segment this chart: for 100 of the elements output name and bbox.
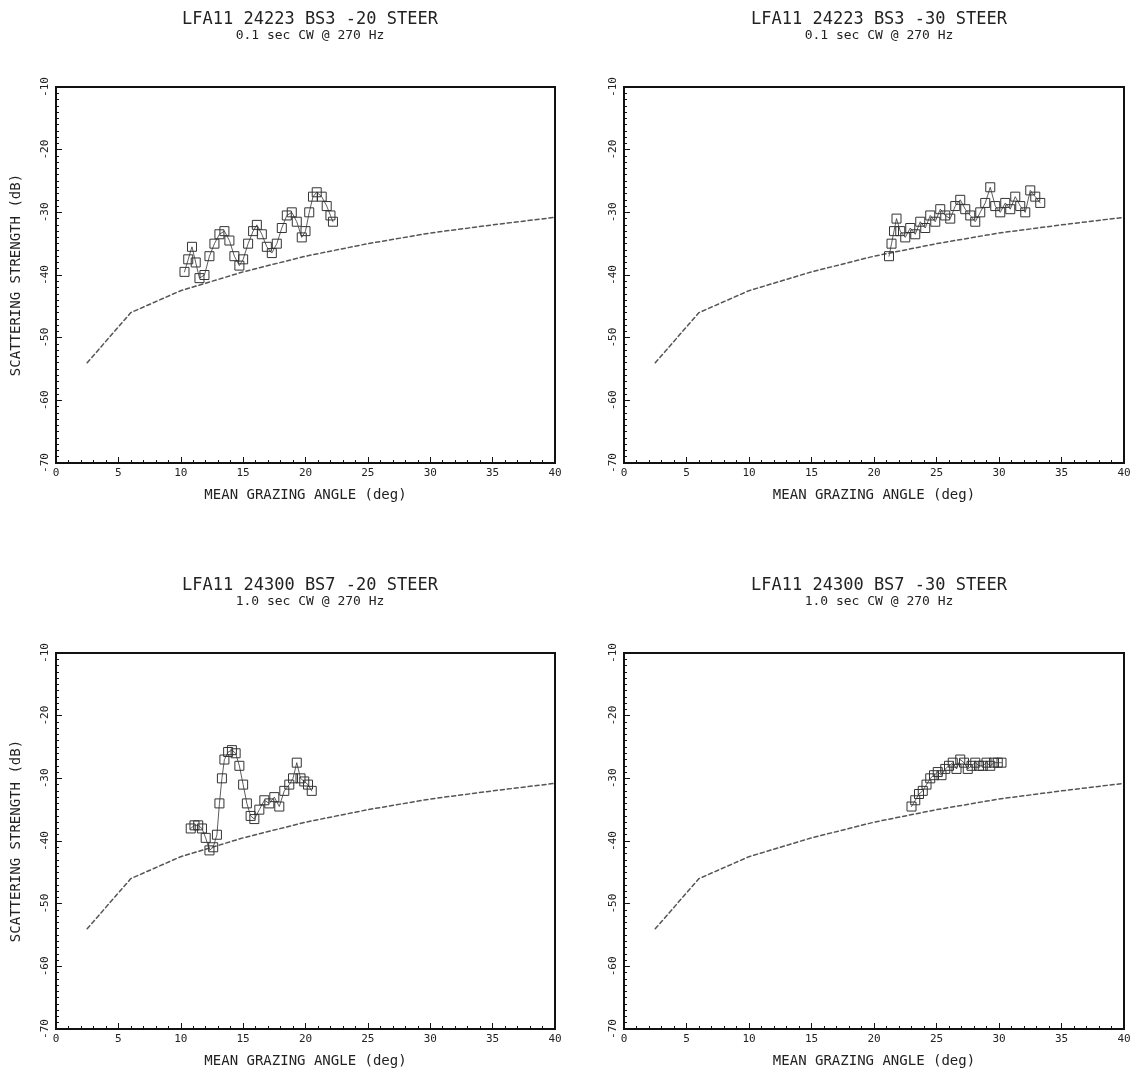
point	[214, 229, 225, 240]
x-tick-label: 0	[620, 466, 628, 479]
point	[259, 795, 270, 806]
point	[950, 201, 961, 212]
x-tick-label: 30	[992, 1032, 1006, 1045]
y-tick-label: -30	[38, 202, 51, 223]
point	[300, 226, 311, 237]
x-tick-label: 25	[361, 466, 375, 479]
point	[249, 814, 260, 825]
point	[327, 216, 338, 227]
point	[321, 201, 332, 212]
point	[325, 210, 336, 221]
point	[316, 191, 327, 202]
point	[910, 229, 921, 240]
x-tick-label: 25	[361, 1032, 375, 1045]
point	[229, 251, 240, 262]
chart-subtitle: 1.0 sec CW @ 270 Hz	[804, 593, 954, 608]
point	[930, 216, 941, 227]
point	[276, 223, 287, 233]
point	[932, 767, 943, 778]
point	[238, 254, 249, 265]
y-tick-label: -20	[606, 139, 619, 160]
y-tick-label: -20	[606, 705, 619, 726]
y-tick-label: -60	[38, 390, 51, 411]
point	[200, 832, 211, 843]
x-tick-label: 0	[620, 1032, 628, 1045]
x-tick-label: 5	[683, 466, 690, 479]
point	[204, 845, 215, 856]
x-tick-label: 20	[298, 466, 313, 479]
y-tick-label: -50	[606, 327, 619, 348]
y-tick-label: -10	[606, 643, 619, 663]
point	[925, 773, 936, 784]
point	[281, 210, 292, 221]
y-tick-label: -60	[606, 956, 619, 977]
y-tick-label: -30	[38, 768, 51, 789]
point	[1025, 185, 1036, 196]
y-axis-title: SCATTERING STRENGTH (dB)	[7, 739, 23, 943]
point	[185, 823, 196, 834]
point	[183, 254, 194, 265]
y-tick-label: -50	[606, 893, 619, 914]
point	[966, 760, 977, 771]
y-tick-label: -30	[606, 768, 619, 789]
point	[243, 238, 254, 249]
point	[234, 760, 245, 771]
x-tick-label: 15	[804, 1032, 819, 1045]
point	[955, 194, 966, 205]
point	[965, 210, 976, 221]
y-tick-label: -70	[606, 1019, 619, 1039]
point	[970, 757, 981, 768]
point	[307, 191, 318, 202]
x-tick-label: 40	[548, 1032, 562, 1045]
point	[895, 226, 906, 237]
point	[261, 241, 272, 252]
point	[910, 795, 921, 806]
point	[989, 757, 999, 768]
point	[985, 760, 996, 771]
y-tick-label: -10	[38, 77, 51, 97]
point	[179, 266, 190, 277]
point	[920, 223, 931, 233]
x-tick-label: 20	[867, 466, 881, 479]
point	[219, 754, 230, 765]
y-tick-label: -40	[38, 265, 51, 285]
x-tick-label: 10	[742, 1032, 756, 1045]
x-tick-label: 5	[115, 1032, 122, 1045]
line-series	[86, 216, 556, 364]
point	[1030, 191, 1041, 202]
x-tick-label: 0	[52, 1032, 60, 1045]
point	[186, 241, 197, 252]
x-tick-label: 10	[174, 1032, 188, 1045]
x-tick-label: 20	[298, 1032, 313, 1045]
line-series	[654, 216, 1125, 364]
x-tick-label: 0	[52, 466, 60, 479]
x-axis-title: MEAN GRAZING ANGLE (deg)	[772, 1052, 976, 1068]
y-tick-label: -70	[38, 1019, 51, 1039]
point	[241, 798, 252, 809]
point	[216, 773, 227, 784]
x-tick-label: 5	[683, 1032, 690, 1045]
chart-title: LFA11 24300 BS7 -30 STEER	[751, 573, 1008, 594]
point	[256, 229, 267, 240]
line-series	[86, 782, 556, 930]
point	[211, 829, 222, 840]
x-tick-label: 30	[423, 1032, 437, 1045]
point	[980, 197, 991, 208]
point	[291, 216, 302, 227]
y-tick-label: -70	[38, 453, 51, 473]
chart-title: LFA11 24223 BS3 -30 STEER	[751, 7, 1008, 28]
x-tick-label: 15	[236, 466, 250, 479]
point	[995, 207, 1006, 218]
point	[1020, 207, 1031, 218]
chart-subtitle: 0.1 sec CW @ 270 Hz	[804, 27, 954, 42]
point	[219, 226, 230, 237]
point	[194, 273, 205, 284]
point	[295, 773, 306, 784]
point	[935, 204, 946, 215]
x-tick-label: 30	[992, 466, 1006, 479]
point	[955, 754, 966, 765]
y-tick-label: -20	[38, 705, 51, 726]
point	[925, 210, 936, 221]
y-tick-label: -30	[606, 202, 619, 223]
x-tick-label: 30	[423, 466, 437, 479]
